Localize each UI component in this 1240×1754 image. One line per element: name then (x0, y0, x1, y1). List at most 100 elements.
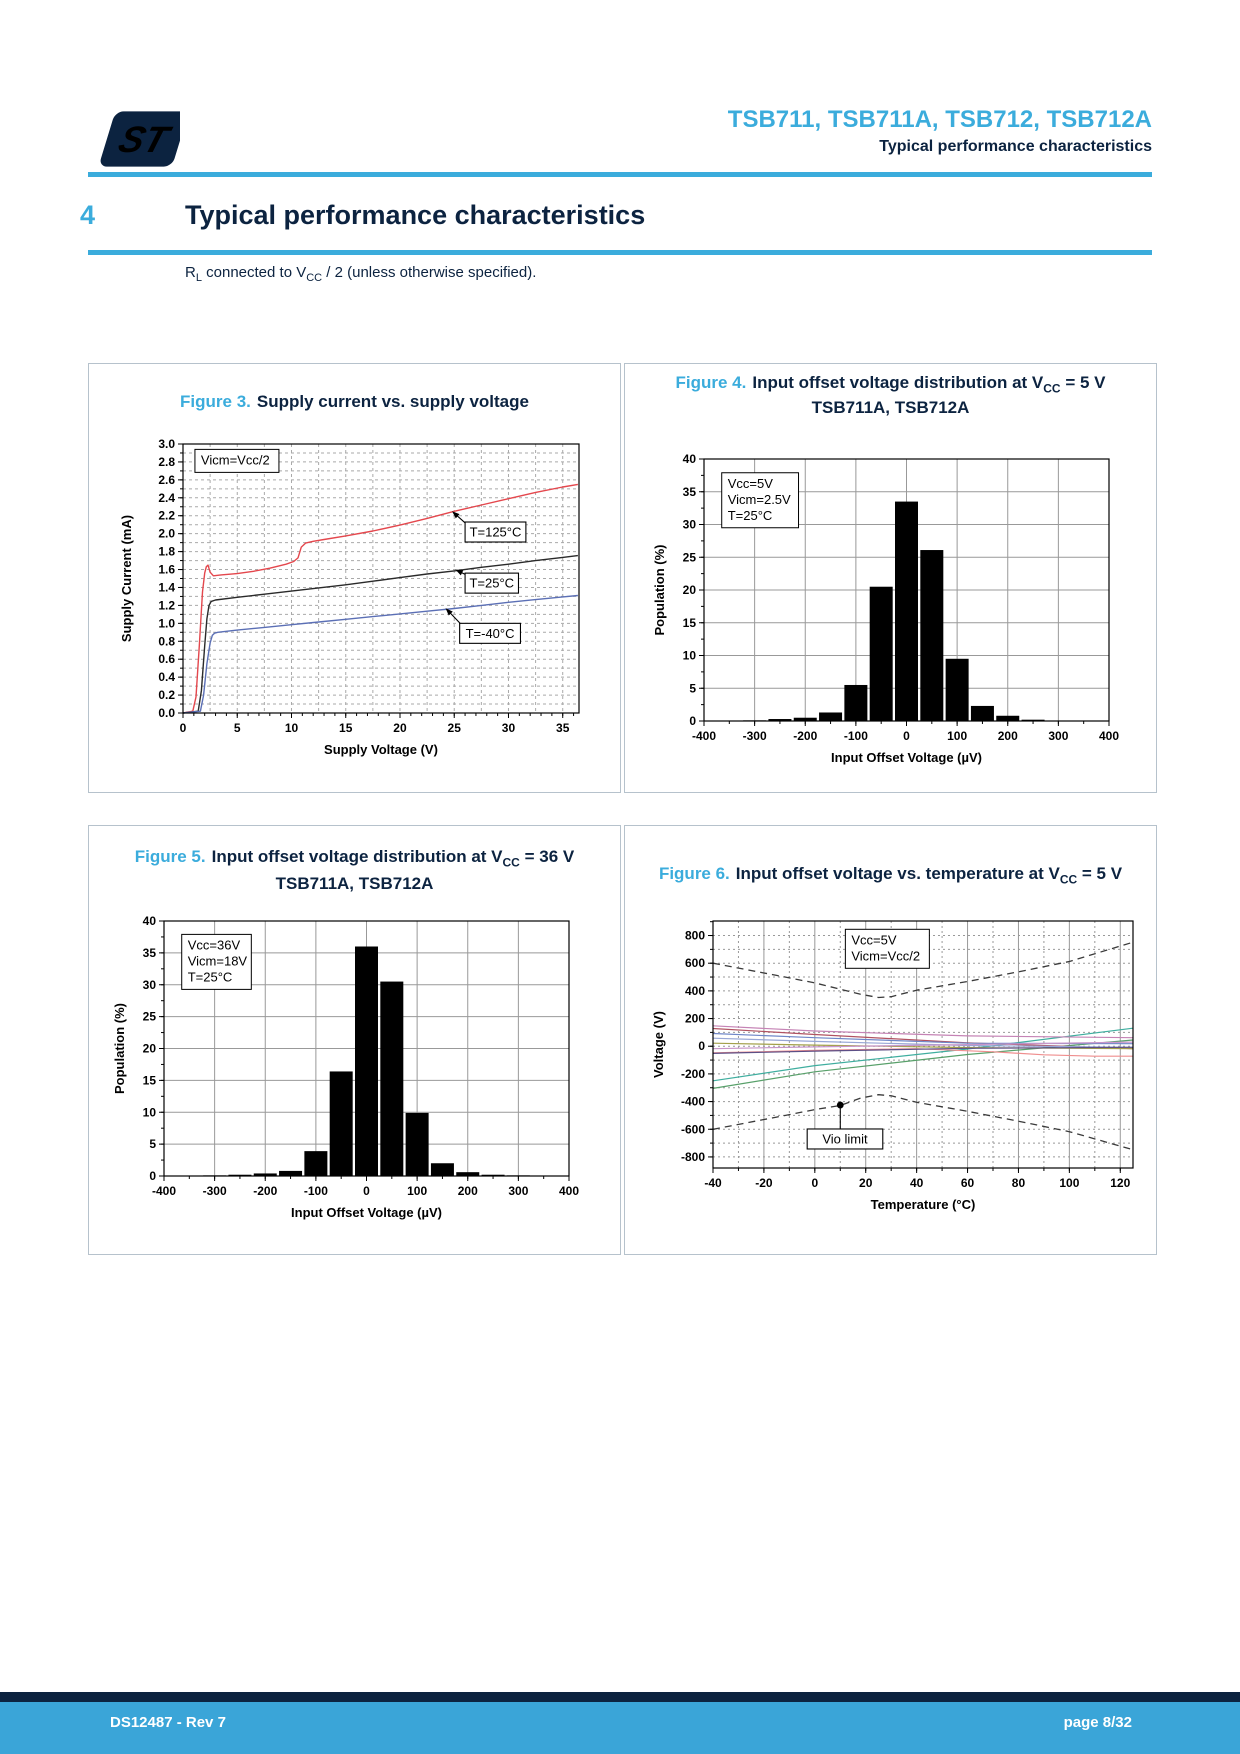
svg-text:120: 120 (1110, 1176, 1130, 1190)
svg-text:Temperature (°C): Temperature (°C) (871, 1197, 976, 1212)
svg-text:-300: -300 (743, 729, 767, 743)
svg-text:0: 0 (363, 1184, 370, 1198)
svg-text:5: 5 (149, 1137, 156, 1151)
svg-text:35: 35 (683, 485, 697, 499)
svg-text:5: 5 (234, 721, 241, 735)
figure-5-chart: -400 -300 -200 -100 0 100 200 300 400 0 5 10 15 20 25 3… (112, 914, 579, 1220)
footer-navy-strip (0, 1692, 1240, 1702)
svg-text:2.8: 2.8 (158, 455, 175, 469)
header-rule (88, 172, 1152, 177)
st-logo: ST (88, 110, 187, 173)
svg-text:25: 25 (143, 1010, 157, 1024)
svg-text:3.0: 3.0 (158, 437, 175, 451)
svg-text:Population (%): Population (%) (112, 1003, 127, 1094)
svg-text:100: 100 (947, 729, 967, 743)
figure-6-title: Input offset voltage vs. temperature at … (735, 864, 1123, 887)
svg-text:10: 10 (143, 1105, 157, 1119)
svg-text:30: 30 (143, 978, 157, 992)
svg-text:5: 5 (689, 681, 696, 695)
svg-text:20: 20 (143, 1042, 157, 1056)
svg-text:400: 400 (685, 984, 705, 998)
svg-text:-200: -200 (793, 729, 817, 743)
svg-text:Vio limit: Vio limit (822, 1131, 868, 1146)
svg-text:80: 80 (1012, 1176, 1026, 1190)
section-rule (88, 250, 1152, 255)
svg-text:0.6: 0.6 (158, 652, 175, 666)
svg-text:0: 0 (811, 1176, 818, 1190)
svg-text:Voltage (V): Voltage (V) (651, 1011, 666, 1078)
svg-text:Vcc=36V: Vcc=36V (188, 937, 241, 952)
svg-text:Vcc=5V: Vcc=5V (728, 476, 773, 491)
svg-text:Input Offset Voltage (µV): Input Offset Voltage (µV) (291, 1205, 442, 1220)
svg-text:-300: -300 (203, 1184, 227, 1198)
svg-text:0: 0 (903, 729, 910, 743)
svg-text:Population (%): Population (%) (652, 545, 667, 636)
svg-text:15: 15 (683, 616, 697, 630)
figure-5-label: Figure 5. (134, 847, 206, 866)
figure-5-title-line2: TSB711A, TSB712A (275, 874, 434, 893)
svg-text:40: 40 (143, 914, 157, 928)
svg-text:-200: -200 (253, 1184, 277, 1198)
svg-text:-200: -200 (681, 1067, 705, 1081)
svg-text:60: 60 (961, 1176, 975, 1190)
figure-6-panel: Figure 6. Input offset voltage vs. temper… (624, 825, 1157, 1255)
svg-text:1.8: 1.8 (158, 545, 175, 559)
svg-text:30: 30 (683, 518, 697, 532)
svg-text:-800: -800 (681, 1150, 705, 1164)
svg-text:1.4: 1.4 (158, 580, 175, 594)
svg-text:Vicm=2.5V: Vicm=2.5V (728, 492, 791, 507)
footer-doc-ref: DS12487 - Rev 7 (110, 1714, 226, 1731)
svg-text:40: 40 (910, 1176, 924, 1190)
svg-text:300: 300 (508, 1184, 528, 1198)
figure-3-label: Figure 3. (180, 392, 251, 411)
svg-text:35: 35 (556, 721, 570, 735)
svg-text:200: 200 (685, 1012, 705, 1026)
svg-text:-400: -400 (692, 729, 716, 743)
svg-text:2.0: 2.0 (158, 527, 175, 541)
svg-text:2.4: 2.4 (158, 491, 175, 505)
figure-5-title: Input offset voltage distribution at VCC… (211, 847, 575, 870)
svg-text:100: 100 (1059, 1176, 1079, 1190)
svg-text:2.6: 2.6 (158, 473, 175, 487)
svg-text:15: 15 (339, 721, 353, 735)
svg-text:Supply Current (mA): Supply Current (mA) (119, 515, 134, 642)
svg-text:200: 200 (998, 729, 1018, 743)
figure-6-chart: -40 -20 0 20 40 60 80 100 120-800-600-400-200020… (651, 920, 1134, 1212)
svg-text:10: 10 (285, 721, 299, 735)
svg-text:Supply Voltage (V): Supply Voltage (V) (324, 742, 438, 757)
svg-text:0.8: 0.8 (158, 634, 175, 648)
svg-text:1.2: 1.2 (158, 598, 175, 612)
svg-text:0: 0 (689, 714, 696, 728)
svg-text:30: 30 (502, 721, 516, 735)
svg-text:-600: -600 (681, 1122, 705, 1136)
svg-text:-100: -100 (304, 1184, 328, 1198)
svg-text:35: 35 (143, 946, 157, 960)
figure-4-label: Figure 4. (675, 373, 747, 392)
product-title: TSB711, TSB711A, TSB712, TSB712A (727, 106, 1152, 133)
svg-text:400: 400 (1099, 729, 1119, 743)
svg-text:25: 25 (448, 721, 462, 735)
svg-text:T=-40°C: T=-40°C (466, 626, 515, 641)
svg-text:Vicm=Vcc/2: Vicm=Vcc/2 (851, 948, 920, 963)
svg-text:10: 10 (683, 649, 697, 663)
figure-3-chart: 0 5 10 15 20 25 30 35 0.0 0.2 0.4 0.6 0.8 1.0 1.2 1.4 1.… (119, 437, 580, 757)
svg-text:200: 200 (458, 1184, 478, 1198)
svg-text:400: 400 (559, 1184, 579, 1198)
svg-text:Vcc=5V: Vcc=5V (851, 932, 896, 947)
svg-text:Vicm=Vcc/2: Vicm=Vcc/2 (201, 452, 270, 467)
svg-text:-100: -100 (844, 729, 868, 743)
svg-text:25: 25 (683, 550, 697, 564)
figure-4-title: Input offset voltage distribution at VCC… (752, 373, 1106, 396)
figure-4-title-line2: TSB711A, TSB712A (811, 398, 970, 417)
svg-text:0: 0 (149, 1169, 156, 1183)
section-title: Typical performance characteristics (185, 200, 646, 230)
svg-text:1.6: 1.6 (158, 563, 175, 577)
header-subtitle: Typical performance characteristics (879, 138, 1152, 155)
svg-text:0.4: 0.4 (158, 670, 175, 684)
svg-text:T=25°C: T=25°C (728, 508, 773, 523)
svg-text:20: 20 (683, 583, 697, 597)
figure-3-panel: Figure 3. Supply current vs. supply volta… (88, 363, 621, 793)
svg-text:20: 20 (393, 721, 407, 735)
figure-3-title: Supply current vs. supply voltage (256, 392, 529, 411)
